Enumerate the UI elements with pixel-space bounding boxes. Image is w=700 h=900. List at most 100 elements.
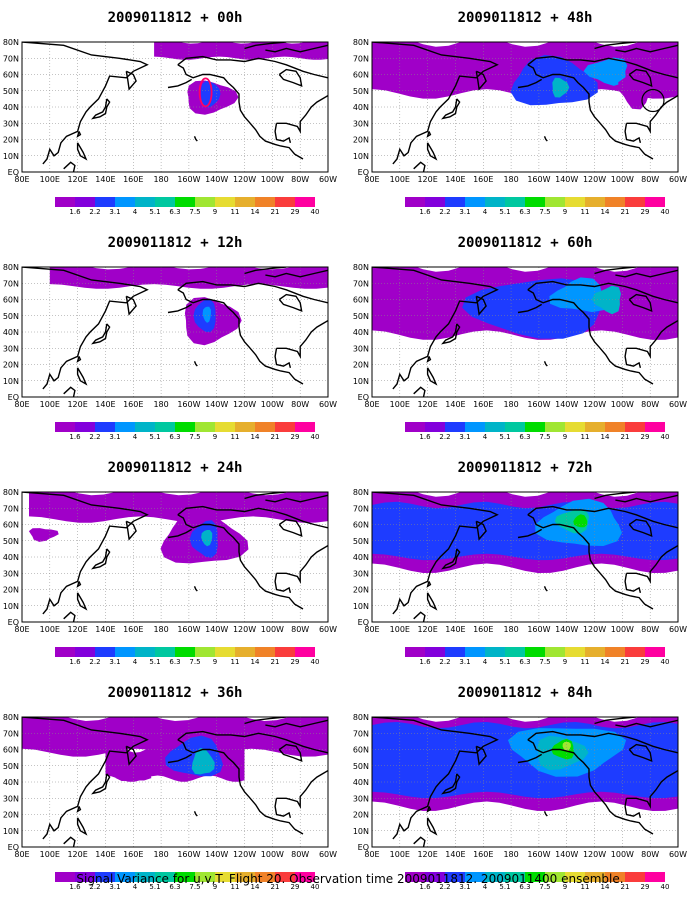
coastline [441, 548, 461, 570]
colorbar-label: 1.6 [419, 658, 431, 666]
colorbar-label: 14 [600, 433, 610, 441]
colorbar-swatch [545, 422, 565, 432]
panel-title: 2009011812 + 60h [457, 235, 593, 251]
coastline [76, 131, 82, 138]
colorbar-label: 21 [270, 208, 280, 216]
coastline [413, 611, 426, 622]
colorbar-swatch [605, 872, 625, 882]
lon-tick-label: 100W [261, 850, 284, 859]
lon-tick-label: 120E [417, 850, 437, 859]
colorbar-label: 11 [230, 433, 240, 441]
lon-tick-label: 180 [503, 400, 518, 409]
panel-title: 2009011812 + 12h [107, 235, 243, 251]
lon-tick-label: 180 [153, 625, 168, 634]
lat-tick-label: 70N [3, 54, 19, 63]
coastline [413, 386, 426, 397]
coastline [274, 348, 292, 368]
coastline [177, 289, 304, 385]
colorbar-label: 2.2 [439, 208, 451, 216]
lon-tick-label: 160E [473, 850, 493, 859]
coastline [274, 123, 292, 143]
colorbar-label: 40 [310, 658, 320, 666]
colorbar-swatch [195, 647, 215, 657]
colorbar: 1.6 2.2 3.1 4 5.1 6.3 7.5 9 11 14 21 29 40 [405, 872, 669, 898]
colorbar-swatch [55, 872, 75, 882]
colorbar-label: 5.1 [499, 208, 511, 216]
lat-tick-label: 10N [353, 827, 369, 836]
coastline [125, 295, 137, 316]
colorbar-label: 40 [310, 433, 320, 441]
coastline [244, 267, 287, 275]
lon-tick-label: 80E [364, 175, 379, 184]
lat-tick-label: 10N [353, 602, 369, 611]
lon-tick-label: 160E [123, 625, 143, 634]
coastline [426, 131, 432, 138]
colorbar-swatch [445, 197, 465, 207]
lon-tick-label: 180 [153, 850, 168, 859]
lon-tick-label: 140W [555, 175, 578, 184]
lon-tick-label: 80E [364, 400, 379, 409]
lon-tick-label: 100W [611, 850, 634, 859]
coastline [278, 743, 303, 763]
lat-tick-label: EQ [8, 168, 19, 177]
lon-tick-label: 180 [503, 175, 518, 184]
colorbar-swatch [605, 197, 625, 207]
colorbar-swatch [275, 647, 295, 657]
lon-tick-label: 60W [319, 850, 337, 859]
colorbar-label: 29 [290, 208, 300, 216]
colorbar-label: 9 [562, 208, 568, 216]
colorbar-label: 11 [230, 208, 240, 216]
colorbar-swatch [115, 422, 135, 432]
coastline [426, 367, 438, 386]
coastline [626, 769, 678, 810]
colorbar-label: 14 [250, 883, 260, 891]
colorbar-label: 2.2 [89, 883, 101, 891]
colorbar-label: 5.1 [149, 658, 161, 666]
lat-tick-label: 50N [353, 87, 369, 96]
colorbar-swatch [115, 647, 135, 657]
lon-tick-label: 100E [40, 625, 60, 634]
coastline [125, 70, 137, 91]
lon-tick-label: 140E [95, 850, 115, 859]
colorbar-label: 4 [132, 208, 138, 216]
colorbar-swatch [95, 422, 115, 432]
lat-tick-label: 80N [353, 263, 369, 272]
colorbar-swatch [255, 647, 275, 657]
colorbar-swatch [485, 647, 505, 657]
colorbar-label: 3.1 [109, 658, 121, 666]
lon-tick-label: 160W [527, 400, 550, 409]
coastline [517, 78, 543, 89]
colorbar-label: 7.5 [189, 883, 201, 891]
coastline [177, 739, 304, 835]
coastline [167, 303, 193, 314]
colorbar-label: 3.1 [109, 208, 121, 216]
colorbar-label: 7.5 [539, 658, 551, 666]
colorbar-label: 14 [600, 208, 610, 216]
lat-tick-label: 70N [353, 504, 369, 513]
colorbar-label: 21 [620, 883, 630, 891]
lon-tick-label: 80E [14, 850, 29, 859]
colorbar-label: 29 [640, 433, 650, 441]
map-panel: 2009011812 + 60h 80N 70N 60N 50N 40N 30N 20N 10N… [350, 225, 700, 450]
colorbar-swatch [445, 872, 465, 882]
colorbar-label: 5.1 [499, 658, 511, 666]
coastline [626, 544, 678, 585]
colorbar-swatch [95, 872, 115, 882]
lon-tick-label: 160W [177, 175, 200, 184]
colorbar-label: 7.5 [539, 208, 551, 216]
coastline [441, 98, 461, 120]
colorbar-swatch [645, 422, 665, 432]
coastline [193, 361, 198, 367]
coastline [63, 836, 76, 847]
colorbar-label: 4 [132, 883, 138, 891]
coastline [193, 586, 198, 592]
lat-tick-label: EQ [358, 843, 369, 852]
colorbar-label: 7.5 [189, 208, 201, 216]
colorbar: 1.6 2.2 3.1 4 5.1 6.3 7.5 9 11 14 21 29 40 [55, 197, 319, 223]
colorbar-label: 2.2 [89, 658, 101, 666]
lat-tick-label: 30N [353, 119, 369, 128]
colorbar-swatch [625, 872, 645, 882]
lat-tick-label: 20N [3, 136, 19, 145]
